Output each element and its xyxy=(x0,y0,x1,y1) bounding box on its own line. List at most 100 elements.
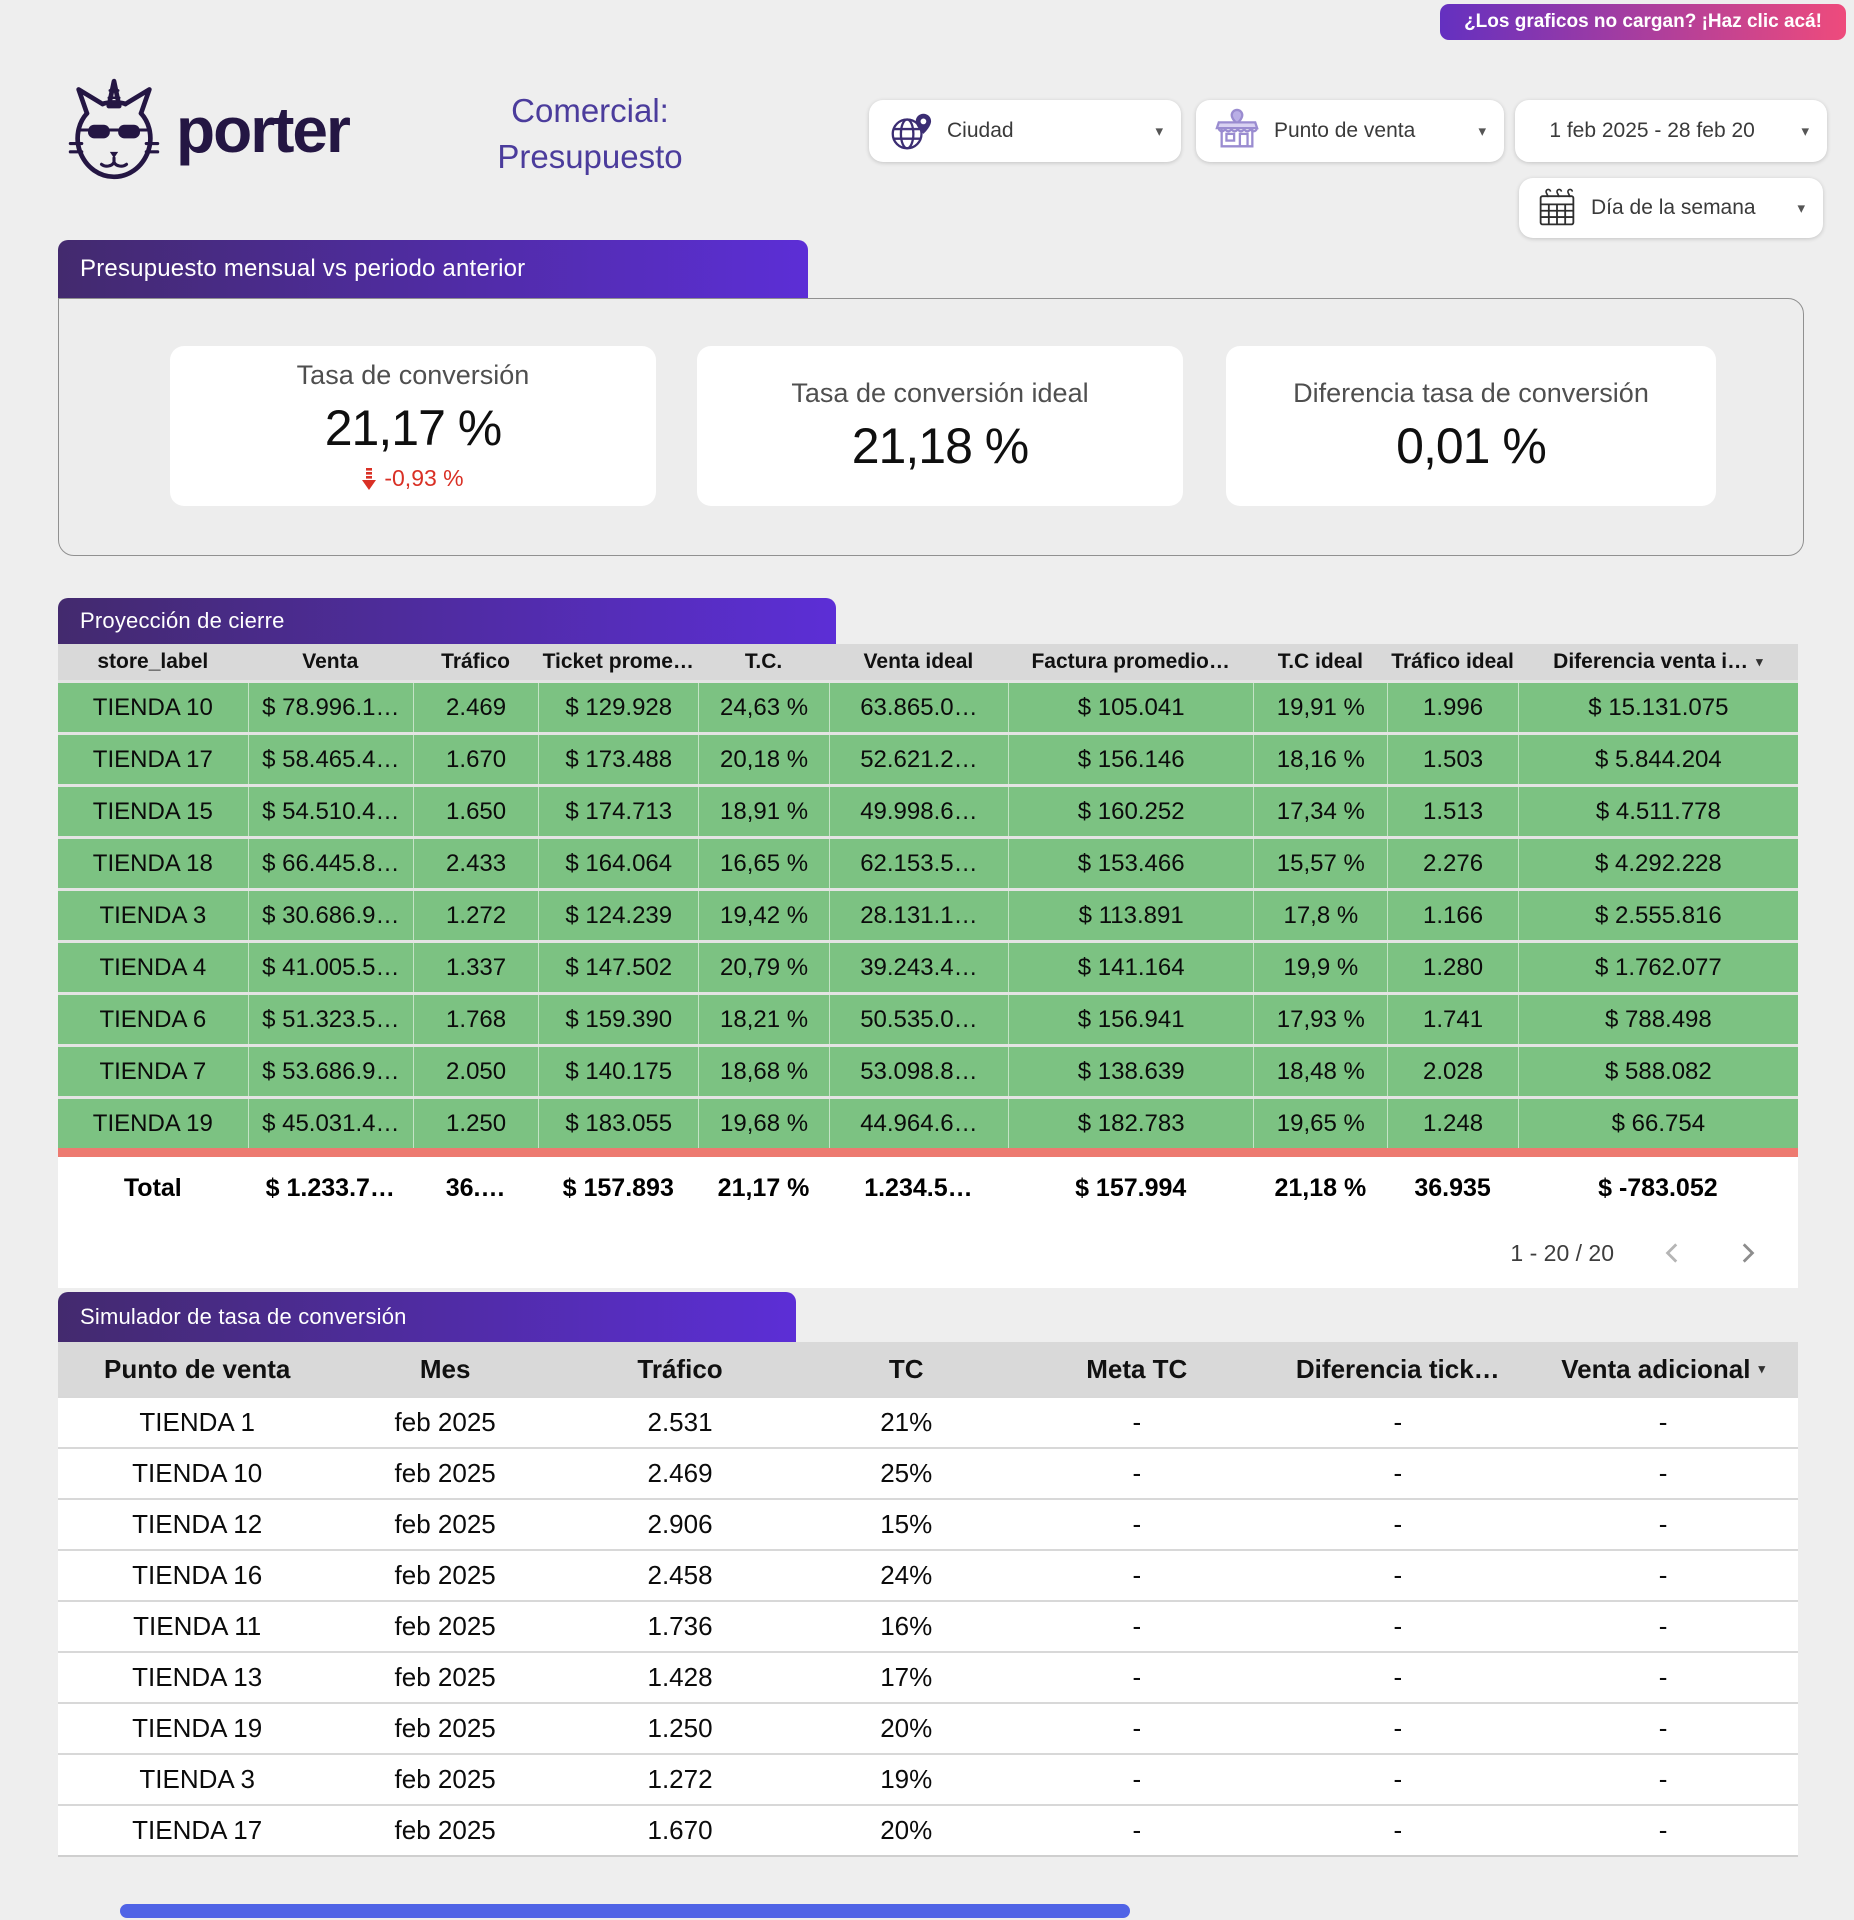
table-cell: TIENDA 17 xyxy=(92,745,213,773)
table-cell: - xyxy=(1393,1764,1403,1794)
table-cell: $ 5.844.204 xyxy=(1517,735,1798,784)
column-header[interactable]: Venta ideal xyxy=(863,650,974,673)
table-cell: $ 164.064 xyxy=(538,839,698,888)
table-cell: 20% xyxy=(880,1815,933,1845)
table-cell: - xyxy=(1132,1662,1142,1692)
table-cell: 49.998.6… xyxy=(828,787,1008,836)
column-header[interactable]: Tráfico ideal xyxy=(1391,650,1514,673)
column-header[interactable]: Tráfico xyxy=(637,1353,723,1384)
filter-dia-semana[interactable]: Día de la semana ▾ xyxy=(1519,178,1823,238)
page-title-line1: Comercial: xyxy=(511,92,669,129)
date-range-label: 1 feb 2025 - 28 feb 20 xyxy=(1549,119,1755,142)
page-count: 1 - 20 / 20 xyxy=(1510,1239,1614,1266)
table-cell: TIENDA 7 xyxy=(99,1057,207,1085)
filter-ciudad[interactable]: Ciudad ▾ xyxy=(869,100,1181,162)
kpi-card-tasa-conversion-ideal: Tasa de conversión ideal 21,18 % xyxy=(697,346,1183,506)
table-cell: 15,57 % xyxy=(1253,839,1387,888)
table-cell: $ 4.292.228 xyxy=(1517,839,1798,888)
table-row: TIENDA 18 $ 66.445.8… 2.433 $ 164.064 16,65 … xyxy=(58,836,1798,888)
table-cell: 2.050 xyxy=(412,1047,538,1096)
table-row: TIENDA 10 feb 2025 2.469 25% - - - xyxy=(58,1447,1798,1498)
table-cell: 1.280 xyxy=(1387,943,1518,992)
table-cell: - xyxy=(1393,1611,1403,1641)
proyeccion-table: store_label Venta Tráfico Ticket prome… T.C.… xyxy=(58,644,1798,1219)
table-cell: feb 2025 xyxy=(394,1764,496,1794)
column-header[interactable]: Meta TC xyxy=(1086,1353,1188,1384)
chevron-down-icon: ▾ xyxy=(1155,123,1163,140)
table-row: TIENDA 3 feb 2025 1.272 19% - - - xyxy=(58,1753,1798,1804)
table-cell: $ 160.252 xyxy=(1008,787,1253,836)
table-cell: $ 129.928 xyxy=(538,683,698,732)
charts-not-loading-banner[interactable]: ¿Los graficos no cargan? ¡Haz clic acá! xyxy=(1440,4,1846,40)
table-cell: 19% xyxy=(880,1764,933,1794)
table-row: TIENDA 19 $ 45.031.4… 1.250 $ 183.055 19,68 … xyxy=(58,1096,1798,1148)
total-cell: $ 157.893 xyxy=(562,1173,674,1202)
table-cell: TIENDA 6 xyxy=(99,1005,207,1033)
column-header[interactable]: Venta adicional ▾ xyxy=(1561,1353,1766,1384)
calendar-icon xyxy=(1539,188,1575,226)
table-cell: feb 2025 xyxy=(394,1407,496,1437)
table-cell: - xyxy=(1393,1509,1403,1539)
table-cell: - xyxy=(1393,1458,1403,1488)
table-cell: 17% xyxy=(880,1662,933,1692)
column-header[interactable]: Punto de venta xyxy=(104,1353,291,1384)
table-cell: 1.250 xyxy=(412,1099,538,1148)
table-cell: - xyxy=(1393,1662,1403,1692)
total-cell: $ 157.994 xyxy=(1075,1173,1187,1202)
table-cell: 18,68 % xyxy=(698,1047,829,1096)
column-header[interactable]: Mes xyxy=(419,1353,471,1384)
table-cell: 19,42 % xyxy=(698,891,829,940)
table-cell: 21% xyxy=(880,1407,933,1437)
cat-unicorn-logo-icon xyxy=(68,78,160,180)
filter-punto-de-venta[interactable]: Punto de venta ▾ xyxy=(1196,100,1504,162)
kpi-title: Diferencia tasa de conversión xyxy=(1293,377,1649,408)
table-cell: 1.650 xyxy=(412,787,538,836)
table-cell: $ 66.754 xyxy=(1517,1099,1798,1148)
table-cell: 17,8 % xyxy=(1253,891,1387,940)
column-header[interactable]: store_label xyxy=(97,650,209,673)
table-cell: 1.670 xyxy=(412,735,538,784)
table-row: TIENDA 7 $ 53.686.9… 2.050 $ 140.175 18,68 %… xyxy=(58,1044,1798,1096)
table-row: TIENDA 15 $ 54.510.4… 1.650 $ 174.713 18,91 … xyxy=(58,784,1798,836)
next-page-button[interactable] xyxy=(1732,1238,1762,1268)
table-cell: TIENDA 19 xyxy=(92,1109,213,1137)
column-header[interactable]: Factura promedio… xyxy=(1031,650,1230,673)
table-cell: 1.996 xyxy=(1387,683,1518,732)
column-header[interactable]: Diferencia tick… xyxy=(1295,1353,1500,1384)
table-header-row: store_label Venta Tráfico Ticket prome… T.C.… xyxy=(58,644,1798,680)
column-header[interactable]: Diferencia venta i… ▾ xyxy=(1553,650,1763,673)
table-cell: TIENDA 10 xyxy=(92,693,213,721)
table-cell: 2.276 xyxy=(1387,839,1518,888)
table-cell: 18,16 % xyxy=(1253,735,1387,784)
total-cell: 36.… xyxy=(445,1173,506,1202)
horizontal-scrollbar[interactable] xyxy=(120,1904,1130,1918)
table-cell: TIENDA 15 xyxy=(92,797,213,825)
table-cell: 19,65 % xyxy=(1253,1099,1387,1148)
total-divider xyxy=(58,1148,1798,1157)
column-header[interactable]: T.C ideal xyxy=(1277,650,1363,673)
column-header[interactable]: Ticket prome… xyxy=(542,650,694,673)
table-cell: 62.153.5… xyxy=(828,839,1008,888)
table-cell: feb 2025 xyxy=(394,1509,496,1539)
table-cell: $ 54.510.4… xyxy=(247,787,413,836)
table-cell: feb 2025 xyxy=(394,1560,496,1590)
filter-date-range[interactable]: 1 feb 2025 - 28 feb 20 ▾ xyxy=(1515,100,1827,162)
column-header[interactable]: Tráfico xyxy=(441,650,511,673)
table-cell: $ 4.511.778 xyxy=(1517,787,1798,836)
table-cell: $ 174.713 xyxy=(538,787,698,836)
column-header[interactable]: TC xyxy=(888,1353,924,1384)
column-header[interactable]: Venta xyxy=(302,650,359,673)
column-header[interactable]: T.C. xyxy=(744,650,783,673)
table-cell: 20% xyxy=(880,1713,933,1743)
table-cell: $ 159.390 xyxy=(538,995,698,1044)
table-cell: $ 2.555.816 xyxy=(1517,891,1798,940)
kpi-title: Tasa de conversión xyxy=(296,360,530,390)
table-cell: $ 588.082 xyxy=(1517,1047,1798,1096)
store-pin-icon xyxy=(1215,108,1259,148)
table-row: TIENDA 12 feb 2025 2.906 15% - - - xyxy=(58,1498,1798,1549)
previous-page-button[interactable] xyxy=(1658,1238,1688,1268)
table-cell: 20,18 % xyxy=(698,735,829,784)
table-cell: 28.131.1… xyxy=(828,891,1008,940)
table-cell: $ 138.639 xyxy=(1008,1047,1253,1096)
striped-down-arrow-icon xyxy=(362,467,377,490)
